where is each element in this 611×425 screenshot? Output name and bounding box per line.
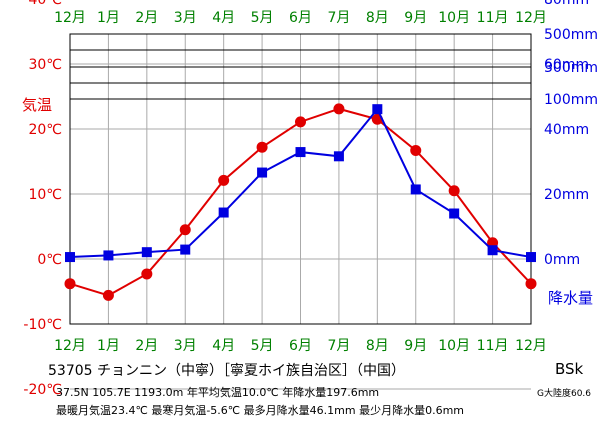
month-label-top: 12月 [54,10,86,26]
precipitation-point [372,104,383,115]
temp-tick-label: 10℃ [28,187,62,203]
plot-frame [69,33,532,325]
precipitation-point [103,250,114,261]
temp-tick-label: 0℃ [37,252,62,268]
precipitation-point [410,184,421,195]
month-label-bottom: 12月 [515,338,547,354]
temp-tick-label: 40℃ [28,0,62,8]
temperature-point [410,144,422,156]
month-label-top: 11月 [477,10,509,26]
temperature-point [525,278,537,290]
precip-tick-label: 60mm [544,57,589,73]
precip-tick-label-upper: 500mm [544,27,598,43]
month-label-top: 6月 [289,10,312,26]
temperature-point [102,289,114,301]
temp-tick-label: 20℃ [28,122,62,138]
month-label-bottom: 8月 [366,338,389,354]
station-extremes: 最暖月気温23.4℃ 最寒月気温-5.6℃ 最多月降水量46.1mm 最少月降水… [56,404,464,417]
precip-tick-label-upper: 300mm [544,60,598,76]
month-label-bottom: 7月 [327,338,350,354]
month-label-top: 5月 [251,10,274,26]
temperature-point [179,224,191,236]
temp-tick-label: -10℃ [23,317,62,333]
precip-axis-label: 降水量 [548,289,593,307]
station-summary: 37.5N 105.7E 1193.0m 年平均気温10.0℃ 年降水量197.… [56,386,380,399]
month-label-bottom: 9月 [404,338,427,354]
month-label-top: 8月 [366,10,389,26]
precipitation-point [65,252,75,263]
month-label-top: 12月 [515,10,547,26]
precip-tick-label: 0mm [544,252,580,268]
temp-tick-label: -20℃ [23,382,62,398]
month-label-bottom: 5月 [251,338,274,354]
month-label-top: 10月 [438,10,470,26]
precipitation-point [218,207,229,218]
month-label-bottom: 6月 [289,338,312,354]
temperature-point [448,185,460,197]
month-label-bottom: 12月 [54,338,86,354]
month-label-bottom: 4月 [212,338,235,354]
precip-tick-label: 40mm [544,122,589,138]
precipitation-point [526,252,536,263]
precip-tick-label-upper: 100mm [544,92,598,108]
month-label-bottom: 11月 [477,338,509,354]
precipitation-point [333,151,344,162]
precipitation-point [141,247,152,258]
month-label-top: 7月 [327,10,350,26]
month-label-top: 9月 [404,10,427,26]
precip-tick-label: 20mm [544,187,589,203]
month-label-top: 1月 [97,10,120,26]
month-label-bottom: 1月 [97,338,120,354]
temperature-point [64,278,76,290]
month-label-top: 4月 [212,10,235,26]
temperature-point [295,116,306,128]
temperature-point [141,268,153,280]
koppen-class: BSk [555,360,584,378]
precip-tick-label: 80mm [544,0,589,8]
month-label-top: 2月 [135,10,158,26]
temperature-point [256,141,268,153]
precipitation-point [449,208,460,219]
precipitation-point [295,147,306,158]
precipitation-point [257,167,268,178]
temp-tick-label: 30℃ [28,57,62,73]
month-label-bottom: 10月 [438,338,470,354]
precipitation-point [180,244,191,255]
month-label-top: 3月 [174,10,197,26]
temp-axis-label: 気温 [22,96,52,114]
station-title: 53705 チョンニン（中寧）［寧夏ホイ族自治区］（中国） [48,363,405,379]
temperature-point [333,103,345,115]
continentality-index: G大陸度60.6 [537,389,592,399]
month-label-bottom: 3月 [174,338,197,354]
month-label-bottom: 2月 [135,338,158,354]
precipitation-point [487,245,498,256]
temperature-point [218,174,230,186]
